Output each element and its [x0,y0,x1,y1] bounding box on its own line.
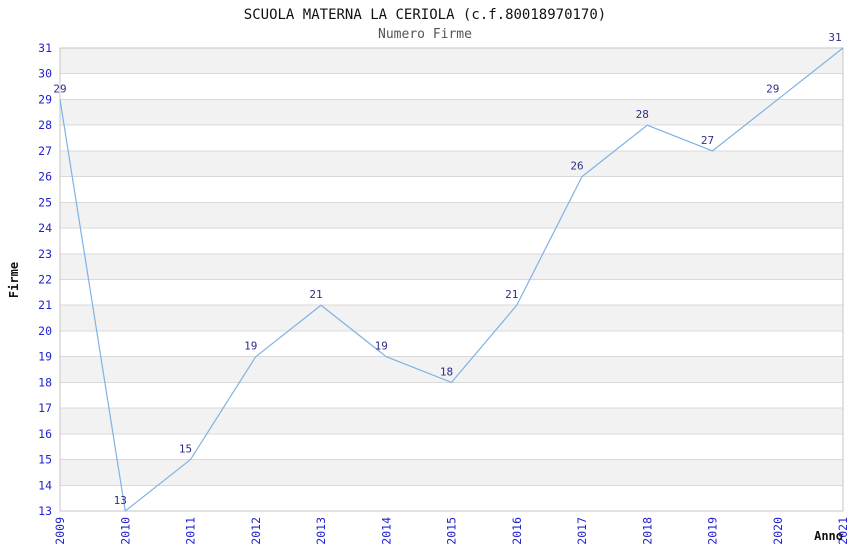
x-tick-label: 2019 [706,517,720,545]
data-point-label: 29 [53,82,66,95]
data-point-label: 26 [570,160,583,173]
x-tick-label: 2011 [184,517,198,545]
y-tick-label: 24 [38,221,52,235]
x-tick-label: 2016 [510,517,524,545]
x-tick-label: 2015 [445,517,459,545]
x-tick-label: 2021 [836,517,850,545]
data-point-label: 21 [309,288,322,301]
y-tick-label: 22 [38,273,52,287]
grid-stripe [60,459,843,486]
data-point-label: 27 [701,134,714,147]
data-point-label: 29 [766,82,779,95]
x-tick-label: 2020 [771,517,785,545]
chart-title: SCUOLA MATERNA LA CERIOLA (c.f.800189701… [244,7,606,23]
y-tick-label: 20 [38,324,52,338]
x-tick-label: 2012 [249,517,263,545]
data-point-label: 15 [179,443,192,456]
data-point-label: 18 [440,365,453,378]
chart-subtitle: Numero Firme [378,27,472,42]
y-tick-label: 16 [38,427,52,441]
y-tick-label: 28 [38,118,52,132]
y-tick-label: 18 [38,375,52,389]
x-tick-label: 2014 [379,517,393,545]
x-tick-label: 2013 [314,517,328,545]
series-line [59,47,844,512]
grid-stripe [60,305,843,331]
x-tick-label: 2010 [118,517,132,545]
data-point-label: 21 [505,288,518,301]
y-tick-label: 21 [38,298,52,312]
data-point-label: 19 [375,340,388,353]
data-point-label: 13 [114,494,127,507]
grid-stripe [60,408,843,434]
grid-stripe [60,150,843,177]
grid-stripe [60,99,843,126]
y-tick-label: 31 [38,41,52,55]
y-tick-label: 15 [38,453,52,467]
data-point-label: 19 [244,340,257,353]
x-tick-label: 2009 [53,517,67,545]
x-tick-label: 2018 [640,517,654,545]
y-tick-label: 23 [38,247,52,261]
y-tick-label: 14 [38,478,52,492]
data-point-label: 28 [636,108,649,121]
y-tick-label: 13 [38,504,52,518]
grid-stripe [60,356,843,383]
grid-stripe [60,202,843,229]
y-axis-title: Firme [7,262,21,298]
plot-border [59,47,844,512]
grid-stripe [60,48,843,74]
data-point-label: 31 [828,31,841,44]
y-tick-label: 17 [38,401,52,415]
x-axis-title: Anno [814,529,843,543]
y-tick-label: 29 [38,92,52,106]
y-tick-label: 30 [38,67,52,81]
y-tick-label: 19 [38,350,52,364]
y-tick-label: 27 [38,144,52,158]
grid-stripe [60,253,843,280]
y-tick-label: 26 [38,170,52,184]
y-tick-label: 25 [38,195,52,209]
x-tick-label: 2017 [575,517,589,545]
